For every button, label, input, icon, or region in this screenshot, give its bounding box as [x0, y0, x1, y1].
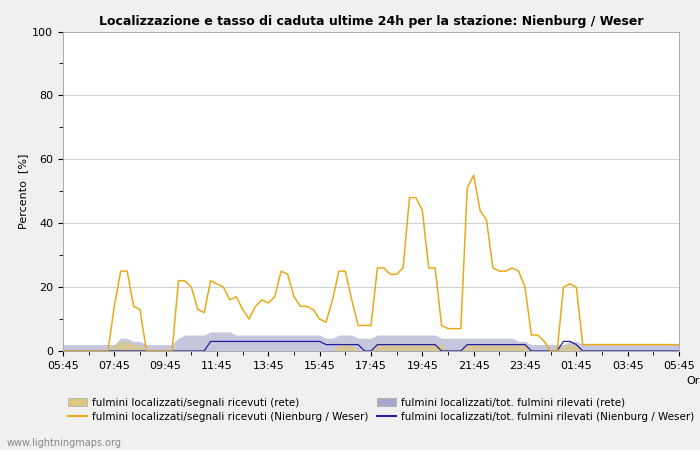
Text: Orario: Orario [686, 376, 700, 386]
Title: Localizzazione e tasso di caduta ultime 24h per la stazione: Nienburg / Weser: Localizzazione e tasso di caduta ultime … [99, 14, 643, 27]
Text: www.lightningmaps.org: www.lightningmaps.org [7, 438, 122, 448]
Y-axis label: Percento  [%]: Percento [%] [18, 153, 28, 229]
Legend: fulmini localizzati/segnali ricevuti (rete), fulmini localizzati/segnali ricevut: fulmini localizzati/segnali ricevuti (re… [68, 398, 694, 422]
